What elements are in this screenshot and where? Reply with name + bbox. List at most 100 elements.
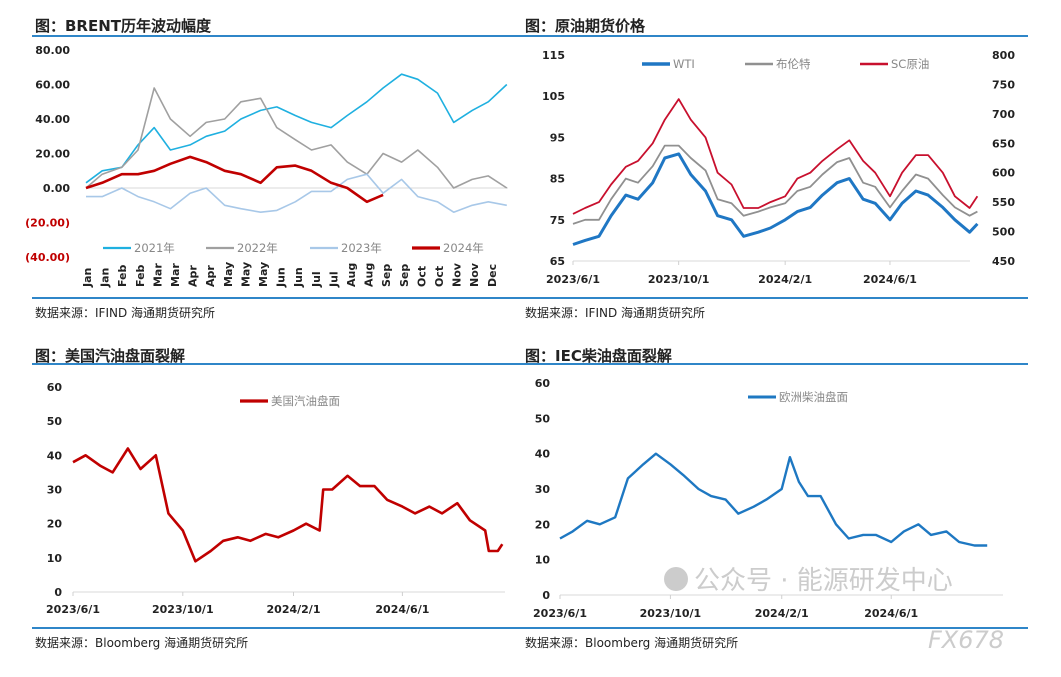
x-tick-label: 2024/2/1 — [758, 273, 812, 286]
legend-item: 2024年 — [412, 241, 484, 255]
x-tick-label: Nov — [468, 262, 481, 287]
x-tick-label: Oct — [415, 266, 428, 287]
legend-item: WTI — [642, 57, 695, 71]
watermark-text: 公众号 · 能源研发中心 — [694, 566, 953, 596]
x-tick-label: 2024/6/1 — [864, 607, 918, 620]
panel-iec-diesel-crack: 图：IEC柴油盘面裂解 60 50 40 30 20 10 0 2023/6/1 2023/10… — [520, 347, 1028, 650]
wechat-icon — [664, 567, 688, 591]
y2-tick-label: 650 — [992, 137, 1015, 150]
x-tick-label: Jul — [310, 271, 323, 288]
x-tick-label: 2023/10/1 — [648, 273, 710, 286]
y-tick-label: 30 — [47, 484, 63, 497]
x-tick-label: Mar — [151, 263, 164, 287]
legend-label: 2023年 — [341, 241, 382, 255]
y2-tick-label: 550 — [992, 196, 1015, 209]
panel-crude-futures: 图：原油期货价格 115 105 95 85 75 65 800 750 700 650 600 55… — [520, 17, 1028, 320]
series-line-2021年 — [85, 73, 508, 184]
y2-tick-label: 700 — [992, 108, 1015, 121]
x-tick-label: Mar — [169, 263, 182, 287]
y-tick-label: 95 — [550, 131, 565, 144]
y-tick-label: 60 — [47, 381, 63, 394]
legend-label: 美国汽油盘面 — [271, 394, 340, 408]
source-note: 数据来源：IFIND 海通期货研究所 — [525, 305, 705, 320]
series-line-美国汽油盘面 — [72, 447, 504, 563]
y-tick-label: 10 — [47, 552, 63, 565]
y2-tick-label: 600 — [992, 167, 1015, 180]
x-tick-label: Feb — [134, 264, 147, 287]
legend-label: SC原油 — [891, 57, 929, 71]
iec-diesel-chart: 60 50 40 30 20 10 0 2023/6/1 2023/10/1 2024/2/1 20… — [533, 377, 1003, 620]
x-tick-label: Jun — [275, 267, 288, 288]
series-line-2022年 — [85, 87, 508, 189]
watermark: 公众号 · 能源研发中心 FX678 — [664, 566, 1004, 654]
y2-tick-label: 500 — [992, 226, 1015, 239]
y-tick-label: 20 — [535, 518, 551, 531]
y-tick-label: 105 — [542, 90, 565, 103]
legend-item: 2021年 — [103, 241, 175, 255]
y-tick-label: 50 — [47, 415, 63, 428]
legend-label: 2024年 — [443, 241, 484, 255]
x-tick-label: Apr — [204, 265, 217, 287]
y2-tick-label: 800 — [992, 49, 1015, 62]
series-line-布伦特 — [572, 144, 978, 225]
x-tick-label: 2024/6/1 — [863, 273, 917, 286]
y-tick-label: (40.00) — [25, 251, 70, 264]
panel-us-gasoline-crack: 图：美国汽油盘面裂解 60 50 40 30 20 10 0 2023/6/1 2023/10/… — [32, 347, 520, 650]
y-tick-label: (20.00) — [25, 217, 70, 230]
x-tick-label: Jul — [327, 271, 340, 288]
x-tick-label: 2024/6/1 — [375, 603, 429, 616]
y-tick-label: 20.00 — [35, 148, 70, 161]
panel-title: 图：IEC柴油盘面裂解 — [525, 347, 672, 365]
x-tick-label: Oct — [433, 266, 446, 287]
x-tick-label: May — [257, 262, 270, 287]
series-line-SC原油 — [572, 98, 979, 215]
legend-item: 布伦特 — [745, 57, 811, 71]
watermark-brand: FX678 — [928, 626, 1004, 654]
us-gasoline-chart: 60 50 40 30 20 10 0 2023/6/1 2023/10/1 2024/2/1 20… — [46, 381, 505, 616]
y-tick-label: 80.00 — [35, 44, 70, 57]
legend-item: 2023年 — [310, 241, 382, 255]
series-line-2024年 — [85, 155, 384, 204]
x-tick-label: Nov — [451, 262, 464, 287]
series-line-WTI — [572, 152, 979, 246]
y-tick-label: 0.00 — [43, 182, 70, 195]
x-tick-label: 2023/6/1 — [546, 273, 600, 286]
x-tick-label: Aug — [345, 263, 358, 287]
y-tick-label: 0 — [542, 589, 550, 602]
brent-volatility-chart: 80.00 60.00 40.00 20.00 0.00 (20.00) (40.00) Ja… — [25, 44, 508, 288]
y2-tick-label: 750 — [992, 78, 1015, 91]
source-note: 数据来源：IFIND 海通期货研究所 — [35, 305, 215, 320]
y-tick-label: 10 — [535, 554, 551, 567]
y-tick-label: 40.00 — [35, 113, 70, 126]
y-tick-label: 20 — [47, 518, 63, 531]
x-tick-label: Sep — [380, 264, 393, 287]
legend-item: 2022年 — [206, 241, 278, 255]
x-tick-label: 2023/6/1 — [46, 603, 100, 616]
legend-label: WTI — [673, 57, 695, 71]
x-tick-label: 2024/2/1 — [755, 607, 809, 620]
legend-label: 欧洲柴油盘面 — [779, 390, 848, 404]
y-tick-label: 60 — [535, 377, 551, 390]
x-tick-label: Aug — [363, 263, 376, 287]
legend-label: 2021年 — [134, 241, 175, 255]
x-tick-label: Dec — [486, 264, 499, 287]
panel-title: 图：原油期货价格 — [525, 17, 646, 35]
x-tick-label: 2024/2/1 — [267, 603, 321, 616]
y-tick-label: 65 — [550, 255, 565, 268]
x-tick-label: Jun — [292, 267, 305, 288]
x-tick-label: 2023/10/1 — [152, 603, 214, 616]
y-tick-label: 75 — [550, 214, 565, 227]
legend-item: 美国汽油盘面 — [240, 394, 340, 408]
x-tick-label: 2023/6/1 — [533, 607, 587, 620]
x-tick-label: Apr — [187, 265, 200, 287]
series-line-欧洲柴油盘面 — [559, 452, 988, 547]
panel-title: 图：美国汽油盘面裂解 — [35, 347, 185, 365]
y-tick-label: 0 — [54, 586, 62, 599]
y-tick-label: 85 — [550, 173, 565, 186]
crude-futures-chart: 115 105 95 85 75 65 800 750 700 650 600 550 500 450 20… — [542, 49, 1015, 286]
panel-title: 图：BRENT历年波动幅度 — [35, 17, 212, 35]
source-note: 数据来源：Bloomberg 海通期货研究所 — [35, 635, 248, 650]
y-tick-label: 40 — [535, 448, 551, 461]
legend-item: SC原油 — [860, 57, 929, 71]
